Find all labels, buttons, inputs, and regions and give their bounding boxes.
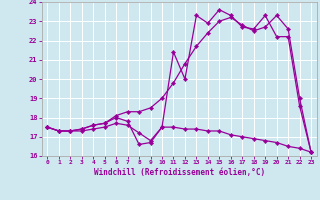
X-axis label: Windchill (Refroidissement éolien,°C): Windchill (Refroidissement éolien,°C): [94, 168, 265, 177]
